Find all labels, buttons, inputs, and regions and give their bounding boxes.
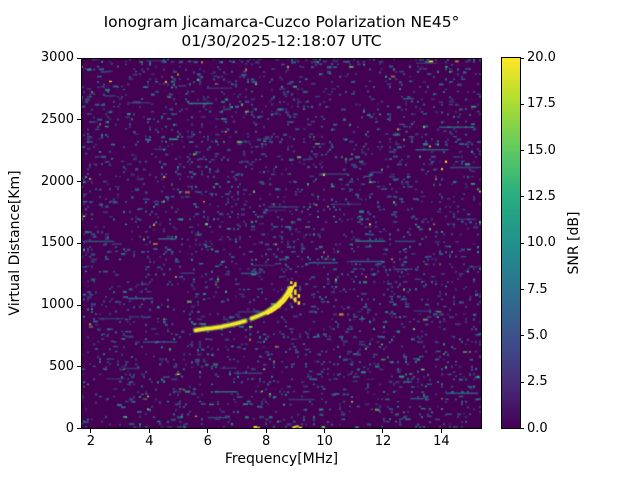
ionogram-heatmap [81,58,482,429]
colorbar-tick-label: 5.0 [527,327,548,343]
colorbar-tick [520,57,524,59]
y-tick-label: 2500 [40,111,74,127]
y-tick [77,304,81,306]
y-tick [77,57,81,59]
colorbar-tick [520,150,524,152]
colorbar-tick [520,242,524,244]
colorbar-tick [520,335,524,337]
y-tick [77,119,81,121]
y-tick [77,428,81,429]
colorbar-tick [520,428,524,429]
colorbar-tick-label: 15.0 [527,142,556,158]
colorbar-tick-label: 0.0 [527,420,548,436]
y-tick-label: 1000 [40,297,74,312]
colorbar-tick-label: 12.5 [527,188,556,204]
colorbar-tick [520,196,524,198]
y-tick-label: 0 [65,420,74,436]
x-tick-label: 6 [203,434,212,449]
y-axis-label: Virtual Distance[Km] [7,170,23,316]
y-tick-label: 1500 [40,235,74,251]
colorbar-label: SNR [dB] [566,211,582,275]
chart-title: Ionogram Jicamarca-Cuzco Polarization NE… [103,13,460,31]
colorbar-gradient [502,58,520,428]
x-tick-label: 14 [433,434,450,449]
x-tick-label: 4 [145,434,154,449]
colorbar-tick [520,289,524,291]
x-tick [265,428,267,433]
x-tick-label: 10 [316,434,333,449]
x-tick-label: 8 [262,434,271,449]
x-tick [207,428,209,433]
colorbar-tick [520,103,524,105]
colorbar-tick-label: 7.5 [527,281,548,297]
chart-subtitle: 01/30/2025-12:18:07 UTC [181,32,382,50]
x-tick [440,428,442,433]
colorbar-tick [520,381,524,383]
colorbar-tick-label: 20.0 [527,50,556,65]
y-tick [77,181,81,182]
colorbar-tick-label: 17.5 [527,96,556,112]
x-tick-label: 2 [86,434,96,449]
y-tick [77,242,81,244]
y-tick-label: 2000 [40,173,74,189]
x-tick [90,428,92,433]
x-tick-label: 12 [374,434,392,449]
x-tick [324,428,326,433]
x-tick [382,428,384,433]
colorbar-tick-label: 10.0 [527,235,556,251]
x-axis-label: Frequency[MHz] [224,451,339,467]
y-tick [77,366,81,368]
y-tick-label: 3000 [40,50,74,65]
colorbar-tick-label: 2.5 [527,374,548,390]
y-tick-label: 500 [49,358,74,374]
x-tick [148,428,150,433]
